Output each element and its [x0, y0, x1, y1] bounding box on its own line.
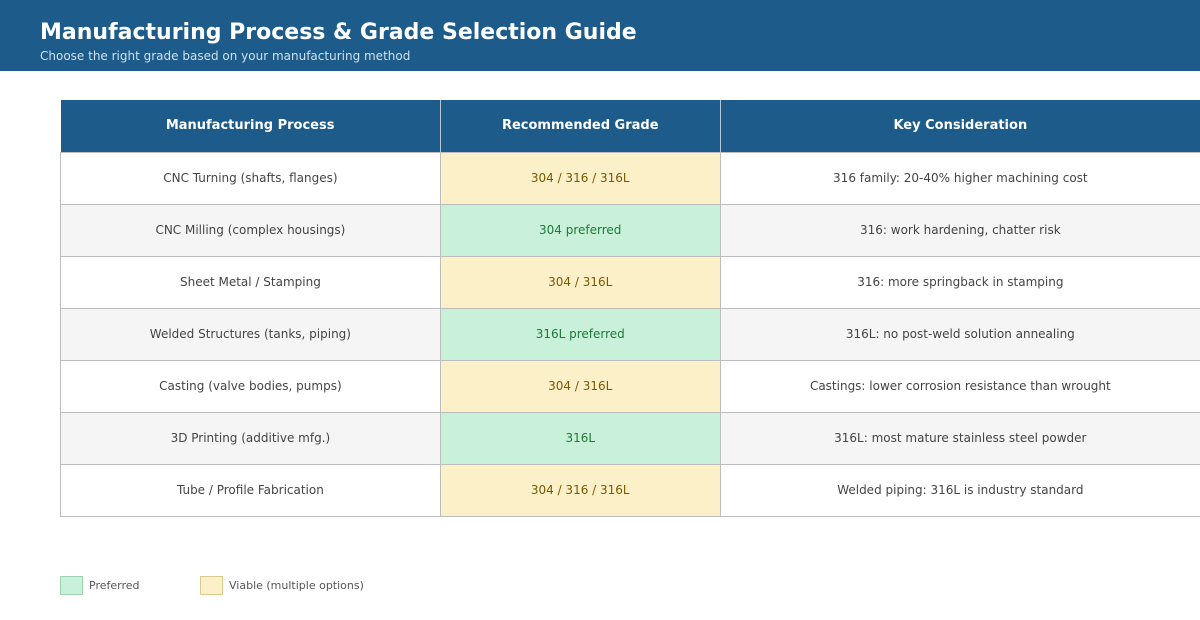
table-row: CNC Milling (complex housings) 304 prefe…: [60, 203, 1200, 257]
consideration-cell: 316 family: 20-40% higher machining cost: [719, 151, 1200, 205]
process-cell: Casting (valve bodies, pumps): [60, 359, 441, 413]
process-cell: Welded Structures (tanks, piping): [60, 307, 441, 361]
legend-viable-label: Viable (multiple options): [229, 578, 364, 592]
process-cell: CNC Turning (shafts, flanges): [60, 151, 441, 205]
viable-swatch: [200, 575, 223, 595]
grade-cell: 304 / 316 / 316L: [439, 151, 721, 205]
consideration-cell: 316: more springback in stamping: [719, 255, 1200, 309]
legend-viable: Viable (multiple options): [200, 574, 364, 596]
table-header-row: Manufacturing Process Recommended Grade …: [60, 100, 1200, 152]
grade-cell: 304 / 316L: [439, 255, 721, 309]
consideration-cell: 316L: no post-weld solution annealing: [719, 307, 1200, 361]
grade-cell: 304 / 316L: [439, 359, 721, 413]
legend-preferred-label: Preferred: [89, 578, 140, 592]
column-header-process: Manufacturing Process: [60, 100, 441, 152]
consideration-cell: 316L: most mature stainless steel powder: [719, 411, 1200, 465]
table-row: Casting (valve bodies, pumps) 304 / 316L…: [60, 359, 1200, 413]
consideration-cell: 316: work hardening, chatter risk: [719, 203, 1200, 257]
page-subtitle: Choose the right grade based on your man…: [40, 49, 411, 63]
table-row: CNC Turning (shafts, flanges) 304 / 316 …: [60, 151, 1200, 205]
process-cell: Tube / Profile Fabrication: [60, 463, 441, 517]
table-row: Sheet Metal / Stamping 304 / 316L 316: m…: [60, 255, 1200, 309]
grade-cell: 316L preferred: [439, 307, 721, 361]
legend-preferred: Preferred: [60, 574, 140, 596]
table-row: 3D Printing (additive mfg.) 316L 316L: m…: [60, 411, 1200, 465]
grade-cell: 304 / 316 / 316L: [439, 463, 721, 517]
column-header-grade: Recommended Grade: [440, 100, 721, 152]
consideration-cell: Welded piping: 316L is industry standard: [719, 463, 1200, 517]
grade-cell: 316L: [439, 411, 721, 465]
page-header: Manufacturing Process & Grade Selection …: [0, 0, 1200, 71]
consideration-cell: Castings: lower corrosion resistance tha…: [719, 359, 1200, 413]
preferred-swatch: [60, 575, 83, 595]
table-row: Welded Structures (tanks, piping) 316L p…: [60, 307, 1200, 361]
page-title: Manufacturing Process & Grade Selection …: [40, 20, 637, 45]
table-row: Tube / Profile Fabrication 304 / 316 / 3…: [60, 463, 1200, 517]
grade-cell: 304 preferred: [439, 203, 721, 257]
process-cell: CNC Milling (complex housings): [60, 203, 441, 257]
grade-selection-table: Manufacturing Process Recommended Grade …: [60, 100, 1200, 517]
process-cell: 3D Printing (additive mfg.): [60, 411, 441, 465]
process-cell: Sheet Metal / Stamping: [60, 255, 441, 309]
column-header-consideration: Key Consideration: [720, 100, 1200, 152]
